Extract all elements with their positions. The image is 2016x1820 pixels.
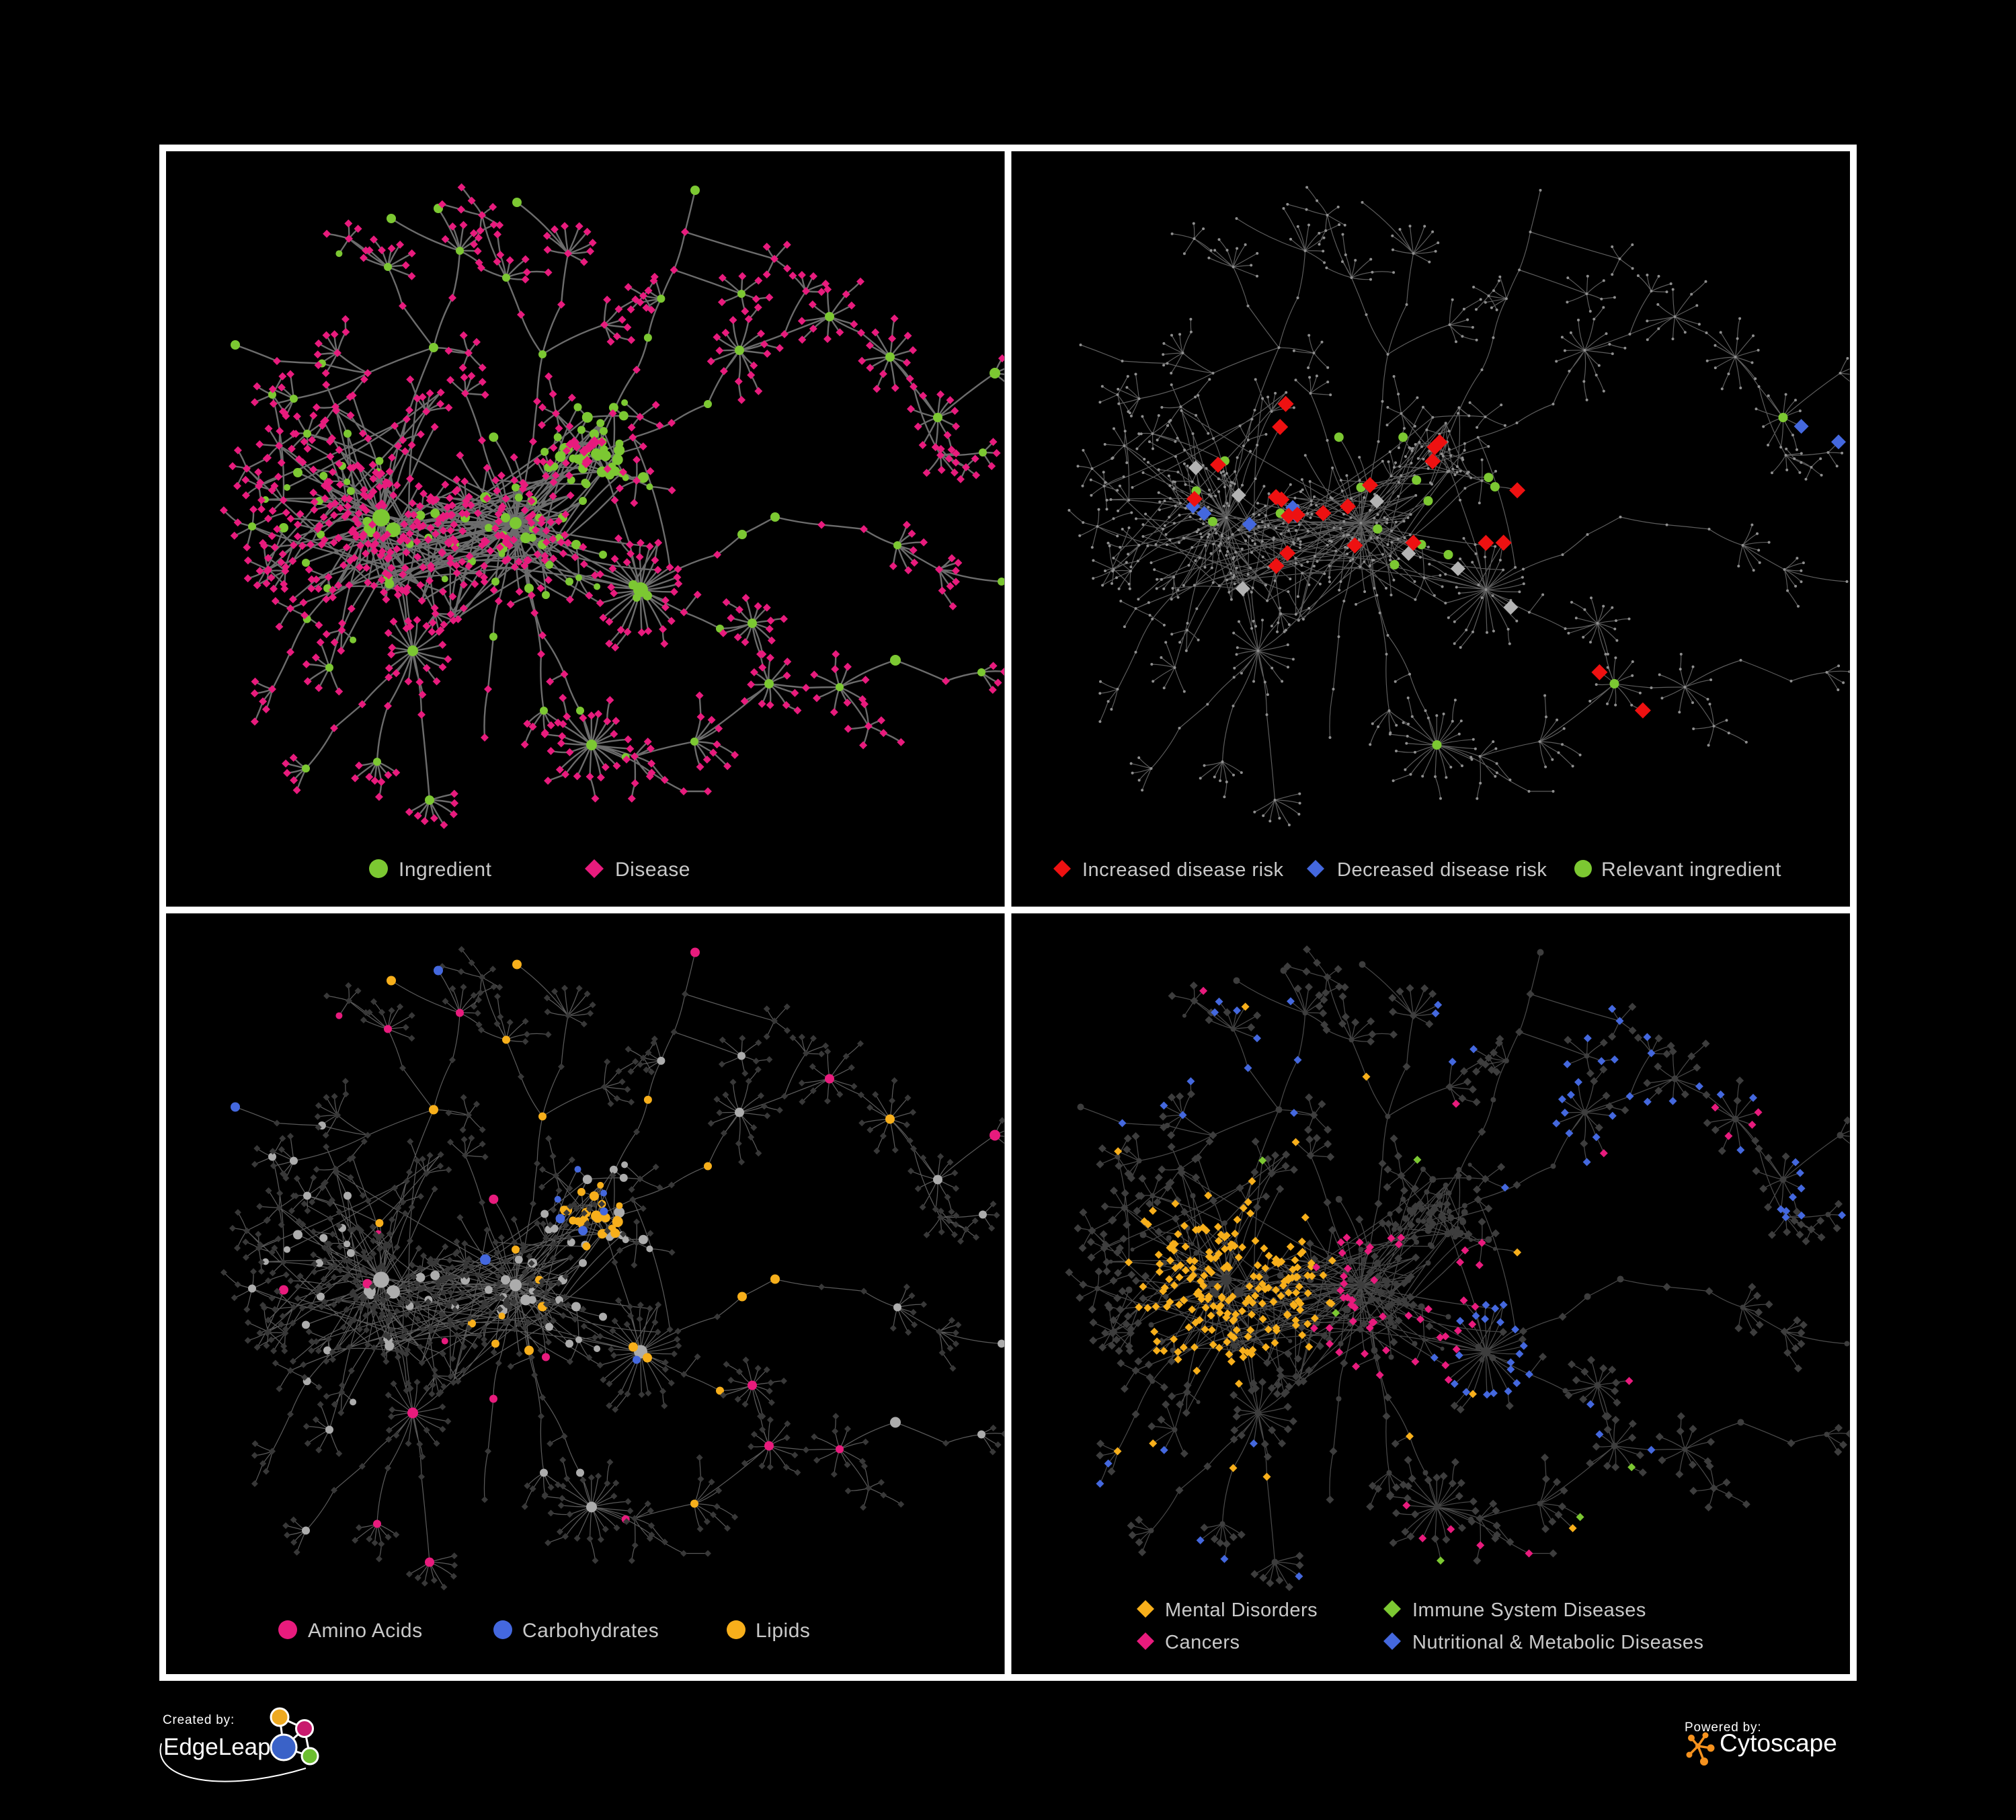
- svg-text:Created by:: Created by:: [163, 1713, 235, 1727]
- svg-text:Immune System Diseases: Immune System Diseases: [1412, 1599, 1646, 1621]
- svg-text:Disease: Disease: [615, 859, 690, 881]
- svg-text:Ingredient: Ingredient: [399, 859, 492, 881]
- svg-text:Mental Disorders: Mental Disorders: [1165, 1599, 1318, 1621]
- svg-text:Lipids: Lipids: [756, 1620, 810, 1642]
- svg-text:Amino Acids: Amino Acids: [308, 1620, 423, 1642]
- svg-text:EdgeLeap: EdgeLeap: [163, 1734, 271, 1760]
- svg-text:Increased disease risk: Increased disease risk: [1082, 859, 1284, 881]
- svg-text:Relevant ingredient: Relevant ingredient: [1601, 859, 1781, 881]
- svg-text:Cytoscape: Cytoscape: [1720, 1729, 1837, 1757]
- svg-text:Decreased disease risk: Decreased disease risk: [1337, 859, 1547, 881]
- svg-text:Nutritional & Metabolic Diseas: Nutritional & Metabolic Diseases: [1412, 1632, 1703, 1653]
- svg-text:Cancers: Cancers: [1165, 1632, 1240, 1653]
- svg-text:Carbohydrates: Carbohydrates: [522, 1620, 659, 1642]
- svg-text:Powered by:: Powered by:: [1685, 1720, 1761, 1735]
